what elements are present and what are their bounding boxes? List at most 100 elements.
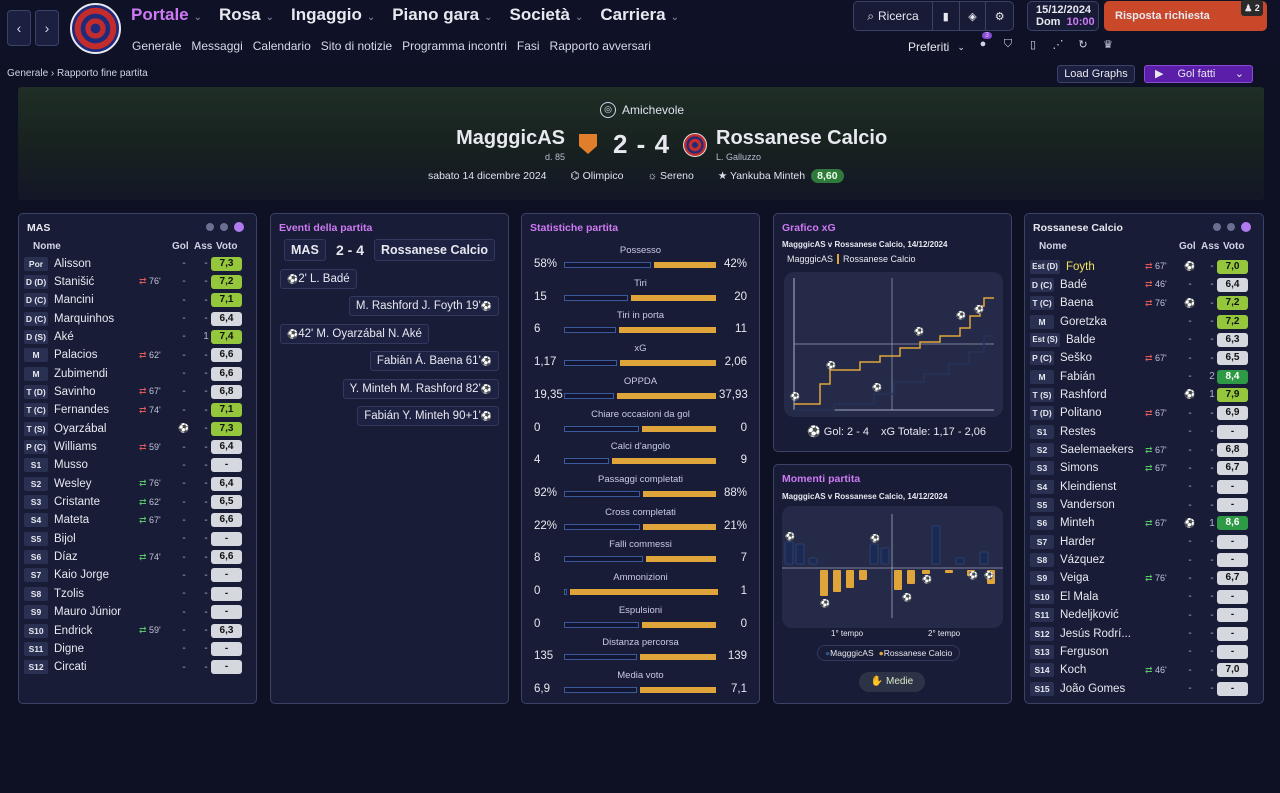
player-name[interactable]: Mateta — [54, 514, 90, 527]
bookmark-icon[interactable]: ▮ — [933, 2, 960, 30]
player-name[interactable]: Mancini — [54, 294, 94, 307]
player-row[interactable]: S7 Harder - - - — [1030, 533, 1258, 550]
player-name[interactable]: Stanišić — [54, 275, 95, 288]
player-name[interactable]: Jesús Rodrí... — [1060, 627, 1131, 640]
menu-3[interactable]: Piano gara ⌄ — [392, 5, 492, 25]
player-row[interactable]: P (C) Williams ⇄ 59' - -6,4 — [24, 439, 252, 456]
player-row[interactable]: Por Alisson - -7,3 — [24, 255, 252, 272]
player-row[interactable]: S10 El Mala - - - — [1030, 588, 1258, 605]
player-name[interactable]: Alisson — [54, 257, 92, 270]
player-name[interactable]: Rashford — [1060, 388, 1107, 401]
player-row[interactable]: S15 João Gomes - - - — [1030, 680, 1258, 697]
player-row[interactable]: M Palacios ⇄ 62' - -6,6 — [24, 347, 252, 364]
player-row[interactable]: S5 Bijol - - - — [24, 530, 252, 547]
player-row[interactable]: D (D) Stanišić ⇄ 76' - -7,2 — [24, 273, 252, 290]
player-row[interactable]: D (C) Marquinhos - -6,4 — [24, 310, 252, 327]
event-row[interactable]: ⚽ 42' M. Oyarzábal N. Aké — [280, 324, 429, 344]
player-row[interactable]: S6 Minteh ⇄ 67' ⚽ 1 8,6 — [1030, 515, 1258, 532]
player-row[interactable]: S8 Vázquez - - - — [1030, 552, 1258, 569]
menu-4[interactable]: Società ⌄ — [510, 5, 584, 25]
submenu-item[interactable]: Generale — [132, 39, 182, 53]
player-row[interactable]: S11 Nedeljković - - - — [1030, 607, 1258, 624]
player-name[interactable]: Aké — [54, 330, 74, 343]
player-row[interactable]: P (C) Šeško ⇄ 67' - -6,5 — [1030, 350, 1258, 367]
player-row[interactable]: S4 Mateta ⇄ 67' - -6,6 — [24, 512, 252, 529]
breadcrumb-root[interactable]: Generale — [7, 68, 49, 79]
player-name[interactable]: Fernandes — [54, 404, 109, 417]
player-row[interactable]: D (C) Badé ⇄ 46' - -6,4 — [1030, 276, 1258, 293]
player-name[interactable]: Vanderson — [1060, 499, 1115, 512]
player-row[interactable]: D (C) Mancini - -7,1 — [24, 292, 252, 309]
menu-0[interactable]: Portale ⌄ — [131, 5, 202, 25]
event-row[interactable]: Y. Minteh M. Rashford 82' ⚽ — [342, 379, 499, 399]
player-name[interactable]: Palacios — [54, 349, 98, 362]
gear-icon[interactable]: ⚙ — [994, 10, 1005, 23]
player-row[interactable]: Est (D) Foyth ⇄ 67' ⚽ -7,0 — [1030, 258, 1258, 275]
player-row[interactable]: M Zubimendi - -6,6 — [24, 365, 252, 382]
player-row[interactable]: T (C) Baena ⇄ 76' ⚽ -7,2 — [1030, 295, 1258, 312]
player-name[interactable]: Nedeljković — [1060, 609, 1119, 622]
player-row[interactable]: S9 Veiga ⇄ 76' - -6,7 — [1030, 570, 1258, 587]
player-row[interactable]: T (D) Savinho ⇄ 67' - -6,8 — [24, 383, 252, 400]
player-name[interactable]: El Mala — [1060, 590, 1099, 603]
player-row[interactable]: S12 Circati - - - — [24, 659, 252, 676]
player-row[interactable]: M Goretzka - -7,2 — [1030, 313, 1258, 330]
player-row[interactable]: T (S) Oyarzábal ⚽ -7,3 — [24, 420, 252, 437]
submenu-item[interactable]: Programma incontri — [402, 39, 507, 53]
stadium[interactable]: ⌬ Olimpico — [571, 170, 624, 182]
player-name[interactable]: Veiga — [1060, 572, 1089, 585]
player-name[interactable]: Harder — [1060, 535, 1096, 548]
player-name[interactable]: Politano — [1060, 407, 1102, 420]
player-name[interactable]: Tzolis — [54, 587, 85, 600]
player-name[interactable]: Marquinhos — [54, 312, 115, 325]
player-name[interactable]: Circati — [54, 661, 87, 674]
page-dots[interactable] — [206, 222, 244, 232]
shield-icon[interactable]: ◈ — [960, 2, 987, 30]
player-row[interactable]: T (S) Rashford ⚽ 1 7,9 — [1030, 386, 1258, 403]
menu-2[interactable]: Ingaggio ⌄ — [291, 5, 375, 25]
player-name[interactable]: Saelemaekers — [1060, 444, 1134, 456]
event-row[interactable]: Fabián Á. Baena 61' ⚽ — [369, 351, 499, 371]
player-name[interactable]: Koch — [1060, 664, 1087, 677]
player-name[interactable]: Williams — [54, 441, 97, 453]
player-name[interactable]: Wesley — [54, 477, 92, 490]
player-name[interactable]: Digne — [54, 642, 85, 655]
player-name[interactable]: Cristante — [54, 496, 101, 509]
event-row[interactable]: ⚽ 2' L. Badé — [280, 269, 357, 289]
forward-button[interactable]: › — [35, 10, 59, 46]
medie-button[interactable]: ✋ Medie — [859, 672, 925, 692]
player-row[interactable]: S1 Restes - - - — [1030, 423, 1258, 440]
player-name[interactable]: Kleindienst — [1060, 480, 1117, 493]
clipboard-icon[interactable]: ▯ — [1029, 39, 1037, 51]
player-row[interactable]: S13 Ferguson - - - — [1030, 643, 1258, 660]
player-row[interactable]: S10 Endrick ⇄ 59' - -6,3 — [24, 622, 252, 639]
player-row[interactable]: S9 Mauro Júnior - - - — [24, 604, 252, 621]
player-row[interactable]: S4 Kleindienst - - - — [1030, 478, 1258, 495]
submenu-item[interactable]: Fasi — [516, 39, 540, 53]
player-name[interactable]: Simons — [1060, 462, 1099, 475]
trophy-icon[interactable]: ♛ — [1103, 39, 1113, 51]
player-name[interactable]: Goretzka — [1060, 315, 1107, 328]
gol-fatti-dropdown[interactable]: ▶ Gol fatti ⌄ — [1144, 65, 1253, 83]
chat-icon[interactable]: ● 3 — [976, 32, 992, 51]
player-row[interactable]: S8 Tzolis - - - — [24, 585, 252, 602]
away-team-name[interactable]: Rossanese Calcio — [716, 127, 888, 149]
player-name[interactable]: Musso — [54, 459, 88, 472]
submenu-item[interactable]: Messaggi — [191, 39, 243, 53]
player-row[interactable]: Est (S) Balde - -6,3 — [1030, 331, 1258, 348]
player-name[interactable]: Foyth — [1066, 260, 1095, 273]
event-row[interactable]: M. Rashford J. Foyth 19' ⚽ — [348, 296, 499, 316]
player-name[interactable]: Ferguson — [1060, 645, 1109, 658]
player-name[interactable]: Bijol — [54, 532, 76, 545]
player-row[interactable]: S5 Vanderson - - - — [1030, 497, 1258, 514]
player-row[interactable]: S3 Cristante ⇄ 62' - -6,5 — [24, 494, 252, 511]
player-name[interactable]: Baena — [1060, 297, 1094, 310]
player-name[interactable]: Mauro Júnior — [54, 606, 122, 619]
player-row[interactable]: S6 Díaz ⇄ 74' - -6,6 — [24, 549, 252, 566]
club-logo[interactable] — [70, 3, 121, 54]
player-name[interactable]: Badé — [1060, 278, 1087, 291]
player-row[interactable]: S2 Wesley ⇄ 76' - -6,4 — [24, 475, 252, 492]
player-row[interactable]: T (D) Politano ⇄ 67' - -6,9 — [1030, 405, 1258, 422]
player-name[interactable]: Savinho — [54, 385, 96, 398]
player-row[interactable]: S14 Koch ⇄ 46' - -7,0 — [1030, 662, 1258, 679]
